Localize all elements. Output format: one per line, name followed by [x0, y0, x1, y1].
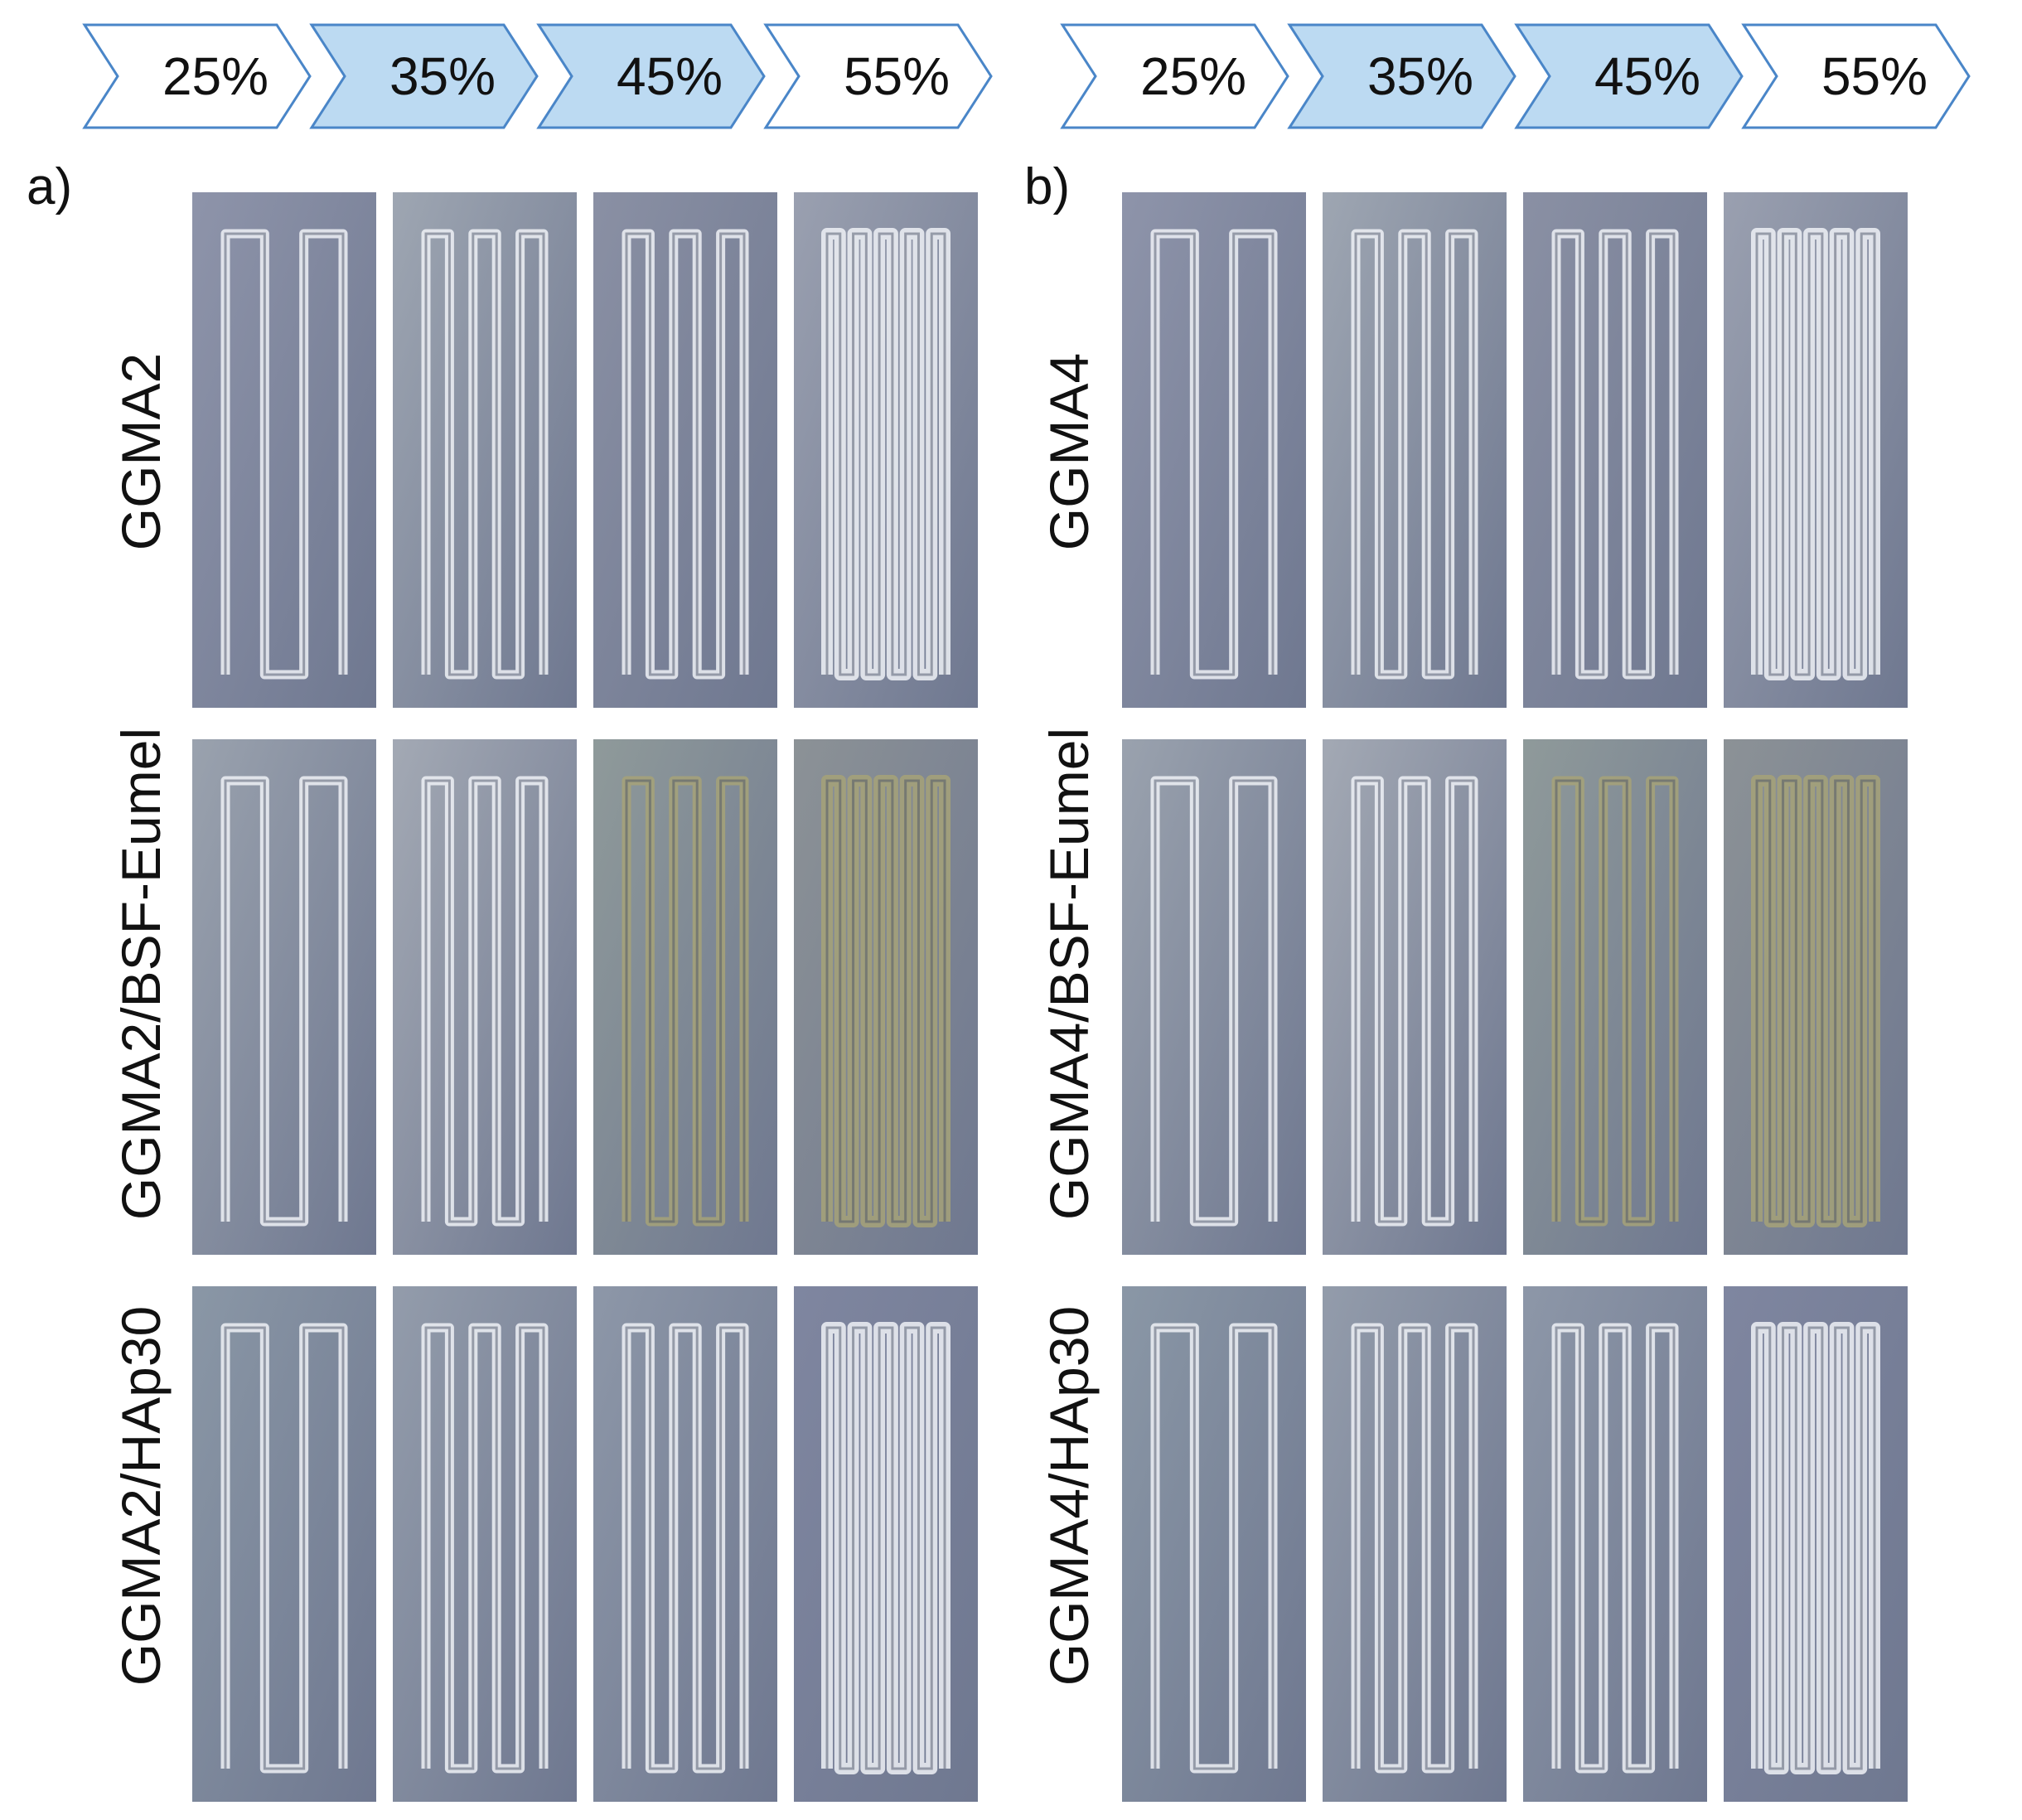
scaffold-photo-a-r0-c1: [393, 192, 577, 708]
chevron-b-25: [1060, 23, 1289, 129]
step-label-a-25: 25%: [162, 46, 269, 106]
row-label-b-1: GGMA4/BSF-Eumel: [1038, 727, 1100, 1221]
scaffold-photo-a-r0-c2: [593, 192, 777, 708]
step-label-b-35: 35%: [1367, 46, 1474, 106]
scaffold-photo-b-r0-c0: [1122, 192, 1306, 708]
step-label-a-35: 35%: [389, 46, 496, 106]
chevron-b-35: [1287, 23, 1516, 129]
scaffold-photo-b-r0-c1: [1323, 192, 1507, 708]
scaffold-photo-a-r1-c0: [192, 739, 376, 1255]
scaffold-photo-b-r0-c2: [1523, 192, 1707, 708]
row-label-a-2: GGMA2/HAp30: [110, 1305, 172, 1687]
infill-chevron-strip: [82, 23, 1971, 129]
scaffold-photo-a-r2-c1: [393, 1286, 577, 1802]
step-label-a-45: 45%: [616, 46, 723, 106]
panel-letter-b: b): [1024, 158, 1071, 215]
scaffold-photo-a-r0-c3: [794, 192, 978, 708]
scaffold-photo-b-r1-c3: [1724, 739, 1908, 1255]
chevron-b-45: [1514, 23, 1744, 129]
chevron-a-55: [763, 23, 993, 129]
row-label-b-2: GGMA4/HAp30: [1038, 1305, 1100, 1687]
chevron-b-55: [1741, 23, 1971, 129]
row-label-a-0: GGMA2: [110, 352, 172, 551]
scaffold-photo-a-r2-c0: [192, 1286, 376, 1802]
row-label-a-1: GGMA2/BSF-Eumel: [110, 727, 172, 1221]
step-label-b-55: 55%: [1821, 46, 1928, 106]
scaffold-photo-a-r0-c0: [192, 192, 376, 708]
scaffold-photo-b-r1-c2: [1523, 739, 1707, 1255]
panel-letter-a: a): [27, 158, 73, 215]
scaffold-photo-b-r2-c0: [1122, 1286, 1306, 1802]
step-label-b-45: 45%: [1594, 46, 1701, 106]
scaffold-photo-b-r1-c1: [1323, 739, 1507, 1255]
scaffold-photo-a-r1-c1: [393, 739, 577, 1255]
chevron-a-25: [82, 23, 312, 129]
scaffold-photo-a-r1-c2: [593, 739, 777, 1255]
row-label-b-0: GGMA4: [1038, 352, 1100, 551]
scaffold-photo-b-r1-c0: [1122, 739, 1306, 1255]
scaffold-photo-a-r2-c3: [794, 1286, 978, 1802]
chevron-a-45: [536, 23, 766, 129]
scaffold-photo-a-r2-c2: [593, 1286, 777, 1802]
step-label-a-55: 55%: [843, 46, 951, 106]
chevron-a-35: [309, 23, 539, 129]
scaffold-photo-b-r0-c3: [1724, 192, 1908, 708]
step-label-b-25: 25%: [1139, 46, 1247, 106]
scaffold-photo-a-r1-c3: [794, 739, 978, 1255]
scaffold-photo-b-r2-c3: [1724, 1286, 1908, 1802]
scaffold-photo-b-r2-c1: [1323, 1286, 1507, 1802]
scaffold-photo-b-r2-c2: [1523, 1286, 1707, 1802]
